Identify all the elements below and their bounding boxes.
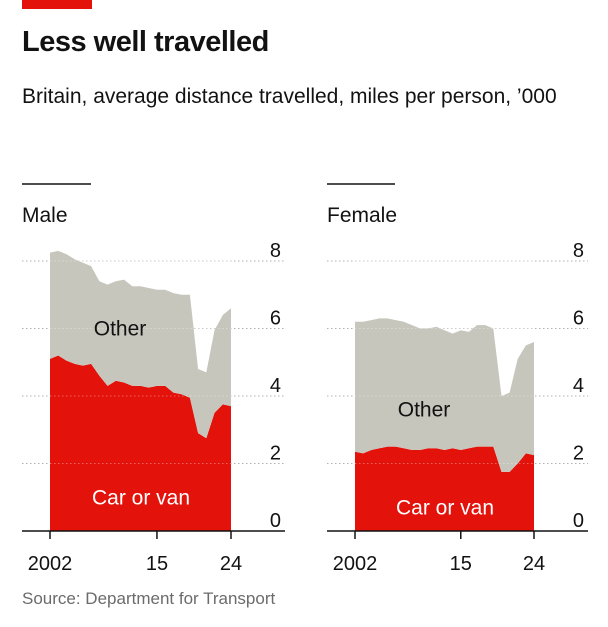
x-tick-label: 15 (146, 553, 168, 575)
panel-label: Male (22, 204, 68, 227)
accent-bar (22, 0, 92, 9)
x-tick-label: 24 (523, 553, 545, 575)
series-label-other: Other (94, 318, 147, 341)
y-tick-label: 8 (573, 240, 584, 262)
chart-subtitle: Britain, average distance travelled, mil… (22, 85, 557, 108)
y-tick-label: 0 (270, 510, 281, 532)
series-label-car-or-van: Car or van (92, 486, 190, 509)
chart-title: Less well travelled (22, 26, 269, 58)
panel-label: Female (327, 204, 397, 227)
series-label-car-or-van: Car or van (396, 496, 494, 519)
y-tick-label: 4 (573, 375, 584, 397)
y-tick-label: 0 (573, 510, 584, 532)
y-tick-label: 6 (573, 308, 584, 330)
y-tick-label: 2 (573, 443, 584, 465)
other-area (355, 318, 534, 472)
y-tick-label: 4 (270, 375, 281, 397)
x-tick-label: 2002 (333, 553, 378, 575)
y-tick-label: 6 (270, 308, 281, 330)
series-label-other: Other (398, 399, 451, 422)
source-note: Source: Department for Transport (22, 589, 276, 608)
x-tick-label: 2002 (28, 553, 73, 575)
car-or-van-area (50, 355, 231, 531)
y-tick-label: 8 (270, 240, 281, 262)
x-tick-label: 15 (450, 553, 472, 575)
other-area (50, 250, 231, 439)
car-or-van-area (355, 446, 534, 531)
y-tick-label: 2 (270, 443, 281, 465)
x-tick-label: 24 (220, 553, 242, 575)
